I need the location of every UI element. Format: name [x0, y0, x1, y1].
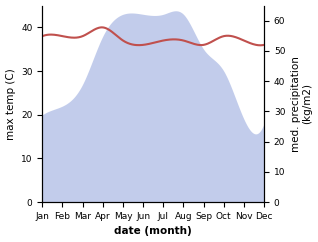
- Y-axis label: med. precipitation
(kg/m2): med. precipitation (kg/m2): [291, 56, 313, 152]
- X-axis label: date (month): date (month): [114, 227, 192, 236]
- Y-axis label: max temp (C): max temp (C): [5, 68, 16, 140]
